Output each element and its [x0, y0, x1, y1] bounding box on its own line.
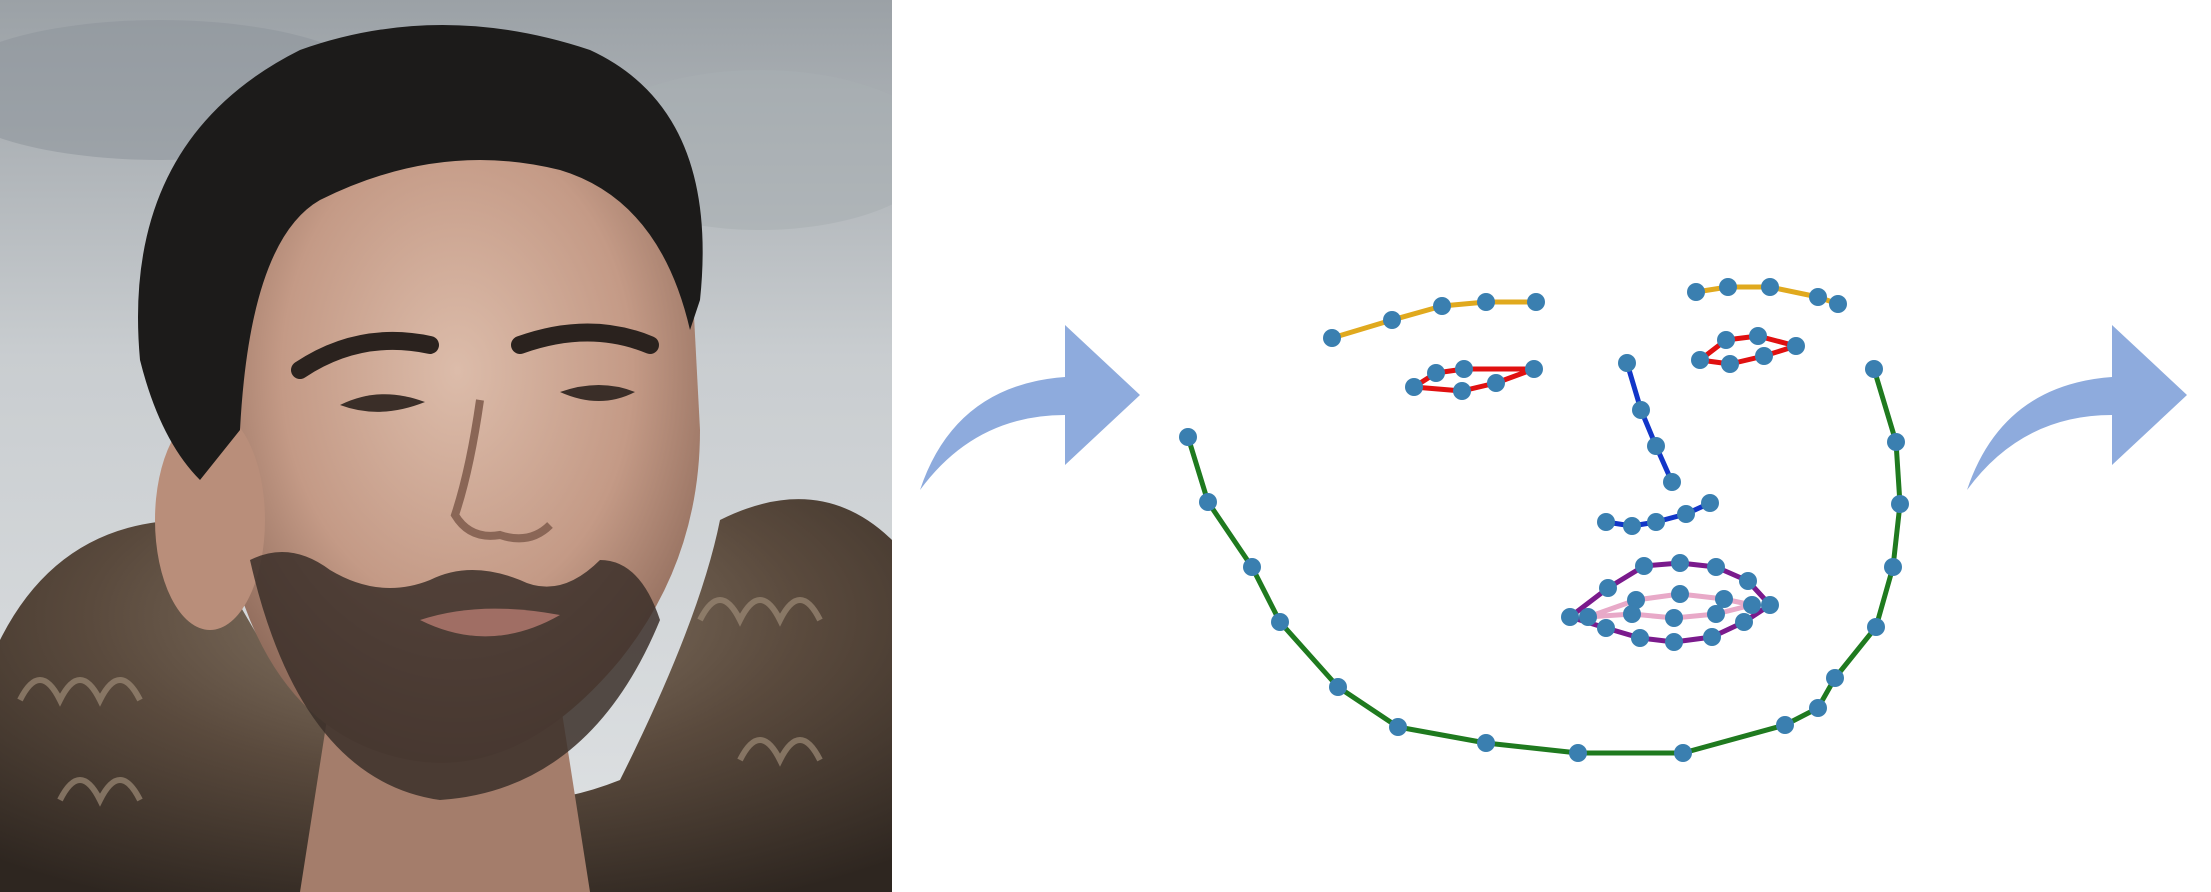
- outer-lip-landmark-point: [1631, 629, 1649, 647]
- left-eyebrow-landmark-point: [1433, 297, 1451, 315]
- jaw-landmark-point: [1389, 718, 1407, 736]
- inner-lip-landmark-point: [1671, 585, 1689, 603]
- nose-bridge-landmark-point: [1663, 473, 1681, 491]
- nose-base-landmark-point: [1623, 517, 1641, 535]
- outer-lip-landmark-point: [1707, 558, 1725, 576]
- nose-base-landmark-point: [1647, 513, 1665, 531]
- jaw-landmark-point: [1884, 558, 1902, 576]
- nose-bridge-landmark-point: [1647, 437, 1665, 455]
- jaw-landmark-point: [1826, 669, 1844, 687]
- jaw-contour: [1185, 368, 1903, 756]
- left-eye-landmark-point: [1525, 360, 1543, 378]
- eyebrow: [511, 323, 659, 354]
- outer-lip-landmark-point: [1735, 613, 1753, 631]
- outer-lip-landmark-point: [1739, 572, 1757, 590]
- nose: [450, 399, 553, 543]
- beard: [250, 552, 660, 800]
- left-eyebrow-landmark-point: [1383, 311, 1401, 329]
- right-eyebrow-landmark-point: [1829, 295, 1847, 313]
- outer-lip-landmark-point: [1635, 557, 1653, 575]
- fur-texture: [17, 597, 823, 807]
- jaw-landmark-point: [1329, 678, 1347, 696]
- inner-lip-landmark-point: [1627, 591, 1645, 609]
- right-eye-landmark-point: [1721, 355, 1739, 373]
- outer-lip-landmark-point: [1665, 633, 1683, 651]
- right-eyebrow-landmark-point: [1761, 278, 1779, 296]
- face-photo: [0, 0, 892, 892]
- left-eyebrow-landmark-point: [1477, 293, 1495, 311]
- outer-lip-landmark-point: [1561, 608, 1579, 626]
- inner-lip-landmark-point: [1665, 609, 1683, 627]
- right-eyebrow-landmark-point: [1719, 278, 1737, 296]
- ear: [155, 410, 265, 630]
- right-arrow-icon: [1967, 325, 2187, 490]
- jaw-landmark-point: [1887, 433, 1905, 451]
- jaw-landmark-point: [1569, 744, 1587, 762]
- jaw-landmark-point: [1891, 495, 1909, 513]
- outer-lip-landmark-point: [1671, 554, 1689, 572]
- outer-lip-landmark-point: [1599, 579, 1617, 597]
- nose-base-landmark-point: [1677, 505, 1695, 523]
- landmark-diagram: [1179, 278, 1909, 762]
- right-eyebrow-landmark-point: [1687, 283, 1705, 301]
- eye: [340, 394, 425, 412]
- left-eyebrow-landmark-point: [1323, 329, 1341, 347]
- right-arrow-icon: [920, 325, 1140, 490]
- inner-lip-landmark-point: [1623, 605, 1641, 623]
- hair: [138, 25, 703, 480]
- right-eye-landmark-point: [1749, 327, 1767, 345]
- right-eye-landmark-point: [1717, 331, 1735, 349]
- jaw-landmark-point: [1776, 716, 1794, 734]
- jaw-landmark-point: [1865, 360, 1883, 378]
- inner-lip-landmark-point: [1715, 590, 1733, 608]
- inner-lip-landmark-point: [1707, 605, 1725, 623]
- nose-bridge-landmark-point: [1632, 401, 1650, 419]
- right-eye-landmark-point: [1755, 347, 1773, 365]
- right-eye-landmark-point: [1787, 337, 1805, 355]
- inner-lip-landmark-point: [1743, 596, 1761, 614]
- left-eye-landmark-point: [1455, 360, 1473, 378]
- jaw-landmark-point: [1867, 618, 1885, 636]
- jaw-landmark-point: [1179, 428, 1197, 446]
- nose-base-landmark-point: [1597, 513, 1615, 531]
- jaw-landmark-point: [1243, 558, 1261, 576]
- nose-bridge-landmark-point: [1618, 354, 1636, 372]
- left-eyebrow-landmark-point: [1527, 293, 1545, 311]
- jaw-landmark-point: [1674, 744, 1692, 762]
- mouth: [420, 608, 560, 637]
- left-eye-landmark-point: [1405, 378, 1423, 396]
- outer-lip-landmark-point: [1703, 628, 1721, 646]
- nose-bridge-contour: [1624, 362, 1675, 484]
- left-eye-landmark-point: [1427, 364, 1445, 382]
- jaw-landmark-point: [1271, 613, 1289, 631]
- eye: [560, 385, 635, 401]
- nose-base-landmark-point: [1701, 494, 1719, 512]
- left-eye-landmark-point: [1453, 382, 1471, 400]
- right-eyebrow-landmark-point: [1809, 288, 1827, 306]
- inner-lip-landmark-point: [1579, 608, 1597, 626]
- jaw-landmark-point: [1199, 493, 1217, 511]
- jaw-landmark-point: [1809, 699, 1827, 717]
- left-eye-landmark-point: [1487, 374, 1505, 392]
- outer-lip-landmark-point: [1597, 619, 1615, 637]
- outer-lip-landmark-point: [1761, 596, 1779, 614]
- right-eye-landmark-point: [1691, 351, 1709, 369]
- eyebrow: [291, 331, 439, 379]
- right-eye-contour: [1697, 333, 1799, 367]
- jaw-landmark-point: [1477, 734, 1495, 752]
